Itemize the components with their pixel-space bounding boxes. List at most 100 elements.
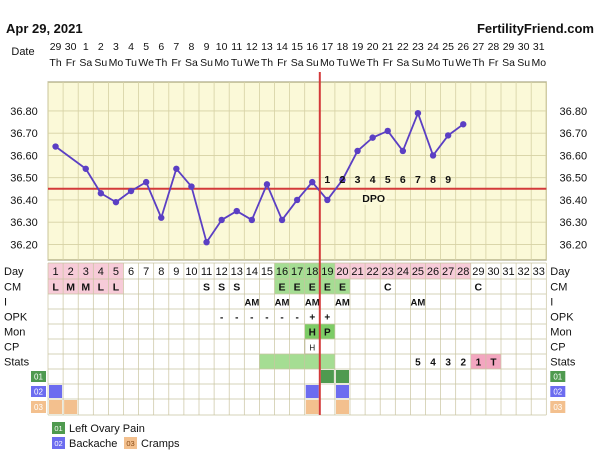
cycle-day-label: 5	[113, 266, 119, 278]
cm-value: M	[81, 282, 90, 294]
weekday-label: We	[138, 57, 154, 69]
cm-value: E	[339, 282, 346, 294]
cycle-day-label: 9	[173, 266, 179, 278]
date-label: 5	[143, 41, 149, 53]
temp-segment	[266, 183, 283, 221]
cycle-day-label: 18	[306, 266, 318, 278]
cm-cell	[334, 279, 350, 294]
y-tick-left: 36.70	[10, 128, 38, 140]
dpo-number: 4	[370, 174, 376, 186]
cycle-day-label: 30	[487, 266, 499, 278]
temp-point	[263, 181, 271, 188]
cycle-day-label: 6	[128, 266, 134, 278]
cm-value: E	[279, 282, 286, 294]
stats-cell-pink	[485, 354, 501, 369]
y-tick-left: 36.50	[10, 173, 38, 185]
chart-date: Apr 29, 2021	[6, 21, 83, 36]
temp-segment	[251, 183, 268, 221]
temp-point	[158, 214, 165, 221]
date-label: 8	[189, 41, 195, 53]
date-label: 28	[488, 41, 500, 53]
stats-value: 2	[460, 358, 466, 369]
cycle-day-label: 27	[442, 266, 454, 278]
day-cell	[304, 263, 320, 279]
cm-value: L	[113, 282, 120, 294]
opk-value: -	[235, 313, 238, 324]
y-tick-right: 36.30	[560, 217, 588, 229]
temp-point	[369, 134, 376, 141]
cycle-day-label: 33	[533, 266, 545, 278]
cm-cell	[78, 279, 94, 294]
date-label: 10	[216, 41, 228, 53]
date-label: 12	[246, 41, 258, 53]
symptom-code-left: 01	[34, 373, 43, 382]
temp-point	[399, 147, 407, 155]
cycle-day-label: 10	[185, 266, 197, 278]
symptom-cell-s1	[320, 370, 334, 383]
temp-point	[309, 178, 316, 186]
symptom-code-swatch-left	[31, 371, 46, 382]
day-cell	[395, 263, 411, 279]
temp-segment	[175, 168, 193, 188]
weekday-label: Tu	[125, 57, 137, 69]
weekday-label: Fr	[171, 57, 181, 69]
day-cell	[229, 263, 245, 279]
date-label: 30	[65, 41, 77, 53]
temp-point	[384, 127, 391, 135]
cm-value: L	[98, 282, 105, 294]
temp-point	[203, 239, 210, 246]
day-cell	[531, 263, 547, 279]
weekday-label: Fr	[66, 57, 76, 69]
row-label-right: OPK	[550, 312, 574, 324]
cycle-day-label: 16	[276, 266, 288, 278]
site-name[interactable]: FertilityFriend.com	[476, 21, 594, 36]
date-label: 7	[173, 41, 179, 53]
temp-point	[52, 143, 59, 150]
weekday-label: Su	[200, 57, 213, 69]
weekday-label: Th	[261, 57, 273, 69]
weekday-label: Tu	[337, 57, 349, 69]
weekday-label: Tu	[442, 57, 454, 69]
opk-value: +	[309, 313, 315, 324]
weekday-label: Mo	[320, 57, 335, 69]
temp-segment	[84, 168, 102, 194]
temp-point	[354, 147, 361, 155]
day-cell	[501, 263, 517, 279]
symptom-code-swatch-right	[550, 386, 566, 397]
stats-value: 1	[476, 358, 482, 369]
temp-segment	[402, 112, 419, 152]
temp-segment	[341, 150, 359, 181]
day-cell	[78, 263, 94, 279]
date-label: 31	[533, 41, 545, 53]
cycle-day-label: 2	[68, 266, 74, 278]
date-label: 27	[473, 41, 485, 53]
legend-code: 02	[54, 439, 62, 448]
cycle-day-label: 20	[336, 266, 348, 278]
symptom-cell-s3	[335, 400, 349, 414]
symptom-code-swatch-right	[550, 401, 566, 413]
date-label: 2	[98, 41, 104, 53]
temp-point	[460, 121, 467, 128]
cycle-day-label: 31	[502, 266, 514, 278]
day-cell	[183, 263, 199, 279]
intercourse-value: AM	[305, 298, 320, 309]
cm-value: E	[294, 282, 301, 294]
y-tick-right: 36.70	[560, 128, 588, 140]
cm-value: M	[66, 282, 75, 294]
y-tick-right: 36.40	[560, 195, 588, 207]
stats-fertile-band	[259, 354, 335, 369]
temp-segment	[205, 219, 223, 243]
symptom-code-swatch-right	[550, 371, 566, 382]
weekday-label: Su	[517, 57, 530, 69]
cm-cell	[319, 279, 335, 294]
date-label: 16	[306, 41, 318, 53]
date-label: 13	[261, 41, 273, 53]
cm-value: L	[52, 282, 59, 294]
date-label: 3	[113, 41, 119, 53]
stats-value: T	[490, 358, 496, 369]
date-label: 19	[352, 41, 364, 53]
temp-point	[112, 198, 120, 206]
dpo-number: 1	[324, 174, 330, 186]
